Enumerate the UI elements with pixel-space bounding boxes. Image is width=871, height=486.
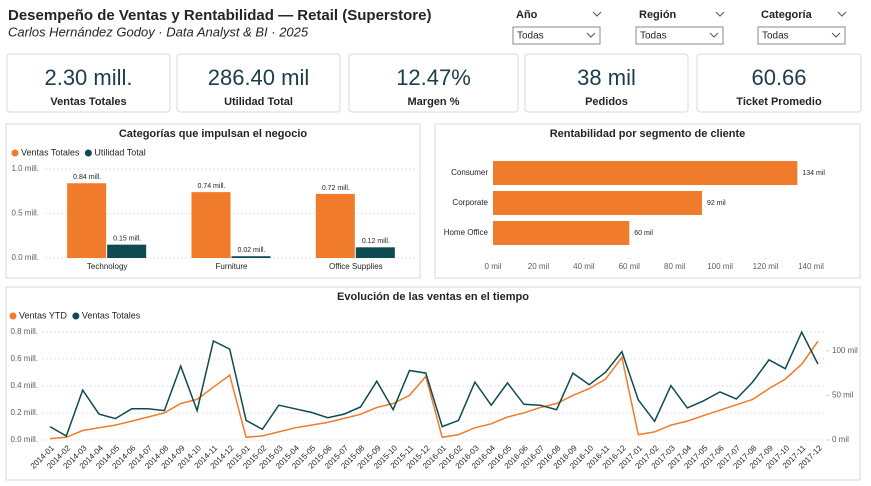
x-tick-label: 60 mil	[619, 262, 641, 271]
x-tick-label: 0 mil	[485, 262, 502, 271]
legend-marker	[11, 149, 19, 157]
x-tick-label: 100 mil	[707, 262, 733, 271]
filter-dropdown[interactable]	[757, 26, 846, 45]
legend-label: Utilidad Total	[94, 147, 145, 157]
kpi-card	[696, 53, 862, 113]
dropdown-chevron	[586, 32, 596, 38]
data-label: 0.02 mill.	[237, 247, 265, 254]
kpi-value: 12.47%	[396, 65, 471, 90]
kpi-card	[176, 53, 341, 113]
chart-title: Categorías que impulsan el negocio	[119, 128, 308, 140]
y-tick-label: 0.8 mill.	[10, 327, 38, 336]
filter-dropdown[interactable]	[512, 26, 601, 45]
bar	[315, 193, 355, 258]
y-tick-label: 0.0 mill.	[10, 435, 38, 444]
y-tick-label: 0.2 mill.	[10, 408, 38, 417]
kpi-label: Ventas Totales	[50, 96, 126, 108]
legend-marker	[9, 312, 17, 320]
y-tick-label: Consumer	[451, 168, 488, 177]
x-tick-label: 80 mil	[664, 262, 686, 271]
x-tick-label: Furniture	[215, 262, 248, 271]
y-tick-label: 0.4 mill.	[10, 381, 38, 390]
data-label: 92 mil	[707, 200, 726, 207]
data-label: 0.15 mill.	[113, 235, 141, 242]
legend-label: Ventas Totales	[82, 310, 141, 320]
kpi-label: Utilidad Total	[224, 96, 293, 108]
y-tick-label: Home Office	[444, 228, 489, 237]
filter-value: Todas	[640, 31, 667, 42]
y-tick-label: 1.0 mill.	[11, 164, 39, 173]
x-tick-label: 40 mil	[573, 262, 595, 271]
line-series	[49, 340, 819, 440]
data-label: 60 mil	[634, 230, 653, 237]
chart-panel	[5, 286, 861, 481]
x-tick-label: Office Supplies	[329, 262, 383, 271]
kpi-value: 60.66	[751, 65, 806, 90]
bar	[107, 244, 147, 258]
bar	[355, 247, 395, 258]
y-tick-label: Corporate	[452, 198, 488, 207]
kpi-label: Margen %	[408, 96, 460, 108]
data-label: 0.72 mill.	[322, 185, 350, 192]
x-tick-label: 20 mil	[528, 262, 550, 271]
filter-chevron	[592, 11, 602, 17]
kpi-card	[6, 53, 171, 113]
bar	[493, 191, 702, 215]
filter-chevron	[715, 11, 725, 17]
dropdown-chevron	[709, 32, 719, 38]
x-tick-label: 140 mil	[798, 262, 824, 271]
subtitle: Carlos Hernández Godoy · Data Analyst & …	[8, 24, 309, 39]
line-series	[49, 330, 819, 438]
data-label: 0.12 mill.	[362, 238, 390, 245]
chart-title: Evolución de las ventas en el tiempo	[337, 291, 529, 303]
bar	[67, 183, 107, 258]
bar	[231, 256, 271, 258]
filter-chevron	[837, 11, 847, 17]
filter-dropdown[interactable]	[635, 26, 724, 45]
legend-label: Ventas YTD	[19, 310, 67, 320]
legend-label: Ventas Totales	[21, 147, 80, 157]
filter-value: Todas	[762, 31, 789, 42]
bar	[493, 161, 798, 185]
kpi-value: 2.30 mill.	[44, 65, 132, 90]
kpi-card	[348, 53, 519, 113]
filter-label: Categoría	[761, 9, 813, 21]
y2-tick-label: 100 mil	[832, 346, 858, 355]
filter-value: Todas	[517, 31, 544, 42]
kpi-label: Ticket Promedio	[736, 96, 822, 108]
x-tick-label: Technology	[87, 262, 127, 271]
y-tick-label: 0.5 mill.	[11, 209, 39, 218]
bar	[191, 192, 231, 258]
data-label: 0.74 mill.	[197, 183, 225, 190]
kpi-label: Pedidos	[585, 96, 628, 108]
y2-tick-label: 50 mil	[832, 391, 854, 400]
x-tick-label: 120 mil	[753, 262, 779, 271]
kpi-card	[524, 53, 689, 113]
y-tick-label: 0.0 mill.	[11, 253, 39, 262]
dropdown-chevron	[831, 32, 841, 38]
chart-title: Rentabilidad por segmento de cliente	[550, 128, 746, 140]
data-label: 134 mil	[802, 170, 825, 177]
y-tick-label: 0.6 mill.	[10, 354, 38, 363]
kpi-value: 38 mil	[577, 65, 636, 90]
filter-label: Región	[639, 9, 677, 21]
filter-label: Año	[516, 9, 538, 21]
kpi-value: 286.40 mil	[208, 65, 310, 90]
legend-marker	[72, 312, 80, 320]
title: Desempeño de Ventas y Rentabilidad — Ret…	[8, 7, 431, 24]
bar	[493, 221, 630, 245]
y2-tick-label: 0 mil	[832, 435, 849, 444]
legend-marker	[84, 149, 92, 157]
data-label: 0.84 mill.	[73, 174, 101, 181]
